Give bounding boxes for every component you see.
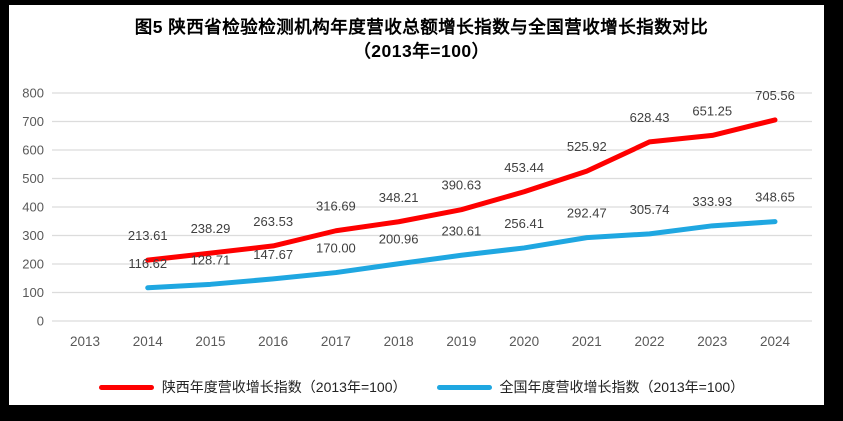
chart-canvas [9,5,824,405]
legend-blue-line-swatch [436,384,492,390]
legend-label-shaanxi: 陕西年度营收增长指数（2013年=100） [161,379,407,395]
legend-red-line-swatch [98,384,154,390]
chart-title-line2: （2013年=100） [353,41,490,61]
chart-legend: 陕西年度营收增长指数（2013年=100） 全国年度营收增长指数（2013年=1… [0,377,843,397]
legend-item-national: 全国年度营收增长指数（2013年=100） [436,377,745,397]
chart-title: 图5 陕西省检验检测机构年度营收总额增长指数与全国营收增长指数对比 （2013年… [0,15,843,63]
legend-item-shaanxi: 陕西年度营收增长指数（2013年=100） [98,377,407,397]
chart-title-line1: 图5 陕西省检验检测机构年度营收总额增长指数与全国营收增长指数对比 [134,17,709,37]
legend-label-national: 全国年度营收增长指数（2013年=100） [499,379,745,395]
